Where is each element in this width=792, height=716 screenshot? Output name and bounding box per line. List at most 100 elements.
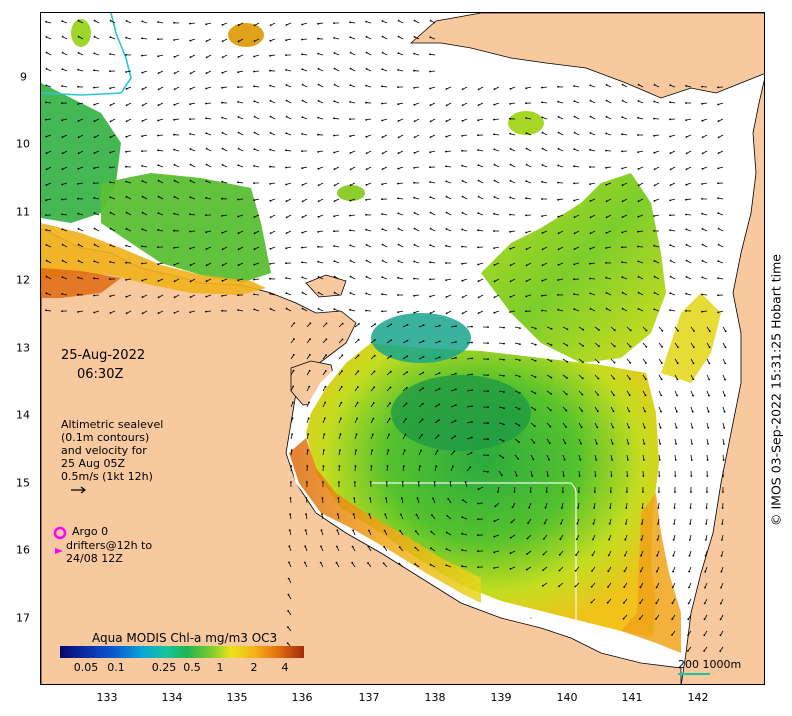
velocity-arrow-head bbox=[45, 36, 48, 38]
velocity-arrow-head bbox=[77, 311, 79, 313]
velocity-arrow-head bbox=[541, 131, 544, 134]
velocity-arrow-head bbox=[493, 103, 496, 106]
velocity-arrow-head bbox=[356, 417, 358, 420]
velocity-arrow-head bbox=[340, 385, 343, 388]
velocity-arrow-head bbox=[638, 618, 641, 620]
velocity-arrow-head bbox=[413, 69, 415, 72]
velocity-arrow-head bbox=[493, 196, 496, 198]
velocity-arrow-head bbox=[701, 85, 703, 88]
velocity-arrow-head bbox=[285, 216, 288, 219]
velocity-arrow-head bbox=[621, 150, 623, 153]
y-tick-label: 9 bbox=[20, 70, 27, 84]
velocity-arrow-head bbox=[413, 36, 416, 38]
velocity-arrow-head bbox=[720, 554, 723, 557]
velocity-arrow-head bbox=[189, 213, 191, 216]
velocity-arrow-head bbox=[509, 132, 512, 135]
velocity-arrow-head bbox=[613, 394, 615, 396]
velocity-arrow-head bbox=[109, 181, 111, 184]
velocity-arrow-head bbox=[438, 403, 441, 406]
velocity-arrow-head bbox=[629, 378, 631, 380]
colorbar-title: Aqua MODIS Chl-a mg/m3 OC3 bbox=[92, 631, 278, 645]
velocity-arrow-head bbox=[653, 134, 655, 137]
velocity-arrow-head bbox=[189, 72, 192, 75]
velocity-arrow-head bbox=[639, 586, 642, 589]
velocity-arrow-head bbox=[357, 338, 360, 341]
velocity-arrow-head bbox=[157, 55, 160, 58]
velocity-arrow-head bbox=[591, 570, 593, 572]
velocity-arrow-head bbox=[336, 529, 339, 532]
velocity-arrow-head bbox=[477, 195, 480, 198]
velocity-arrow-head bbox=[301, 200, 304, 203]
velocity-arrow-head bbox=[593, 491, 596, 493]
velocity-arrow-head bbox=[509, 280, 512, 283]
velocity-arrow-head bbox=[605, 247, 607, 249]
velocity-arrow-head bbox=[61, 243, 64, 246]
velocity-arrow-head bbox=[528, 506, 530, 509]
velocity-arrow-head bbox=[438, 387, 441, 390]
velocity-arrow-head bbox=[477, 534, 479, 537]
velocity-arrow-head bbox=[560, 507, 563, 509]
velocity-arrow-head bbox=[445, 165, 447, 168]
velocity-arrow-head bbox=[292, 353, 295, 356]
velocity-arrow-head bbox=[573, 100, 576, 102]
velocity-arrow-head bbox=[157, 280, 160, 282]
chl-west-orange bbox=[41, 268, 121, 298]
velocity-arrow-head bbox=[381, 198, 383, 201]
velocity-arrow-head bbox=[373, 386, 376, 389]
velocity-arrow-head bbox=[532, 458, 535, 461]
velocity-arrow-head bbox=[406, 371, 408, 373]
velocity-arrow-head bbox=[333, 83, 336, 86]
velocity-arrow-head bbox=[685, 84, 687, 87]
velocity-arrow-head bbox=[445, 180, 448, 183]
velocity-arrow-head bbox=[253, 232, 256, 235]
velocity-arrow-head bbox=[253, 24, 256, 27]
velocity-arrow-head bbox=[317, 52, 320, 55]
velocity-arrow-head bbox=[669, 118, 671, 121]
velocity-arrow-head bbox=[565, 409, 568, 412]
velocity-arrow-head bbox=[637, 215, 640, 218]
velocity-arrow-head bbox=[77, 260, 80, 262]
velocity-arrow-head bbox=[557, 198, 559, 201]
velocity-arrow-head bbox=[717, 212, 720, 215]
velocity-arrow-head bbox=[597, 361, 600, 364]
velocity-arrow-head bbox=[438, 324, 441, 327]
velocity-arrow-head bbox=[477, 502, 479, 505]
velocity-arrow-head bbox=[669, 135, 672, 138]
velocity-arrow-head bbox=[642, 475, 645, 477]
velocity-arrow-head bbox=[661, 362, 663, 364]
velocity-arrow-head bbox=[691, 410, 694, 413]
velocity-arrow-head bbox=[77, 19, 80, 22]
velocity-arrow-head bbox=[205, 40, 208, 42]
velocity-arrow-head bbox=[388, 417, 391, 420]
velocity-arrow-head bbox=[577, 507, 579, 509]
velocity-arrow-head bbox=[559, 538, 562, 541]
velocity-arrow-head bbox=[677, 346, 679, 348]
velocity-arrow-head bbox=[705, 507, 708, 509]
velocity-arrow-head bbox=[605, 99, 608, 102]
velocity-arrow-head bbox=[669, 84, 672, 87]
velocity-arrow-head bbox=[189, 118, 191, 120]
velocity-arrow-head bbox=[285, 39, 287, 42]
velocity-arrow-head bbox=[723, 427, 726, 429]
velocity-arrow-head bbox=[671, 618, 674, 620]
velocity-arrow-head bbox=[205, 248, 208, 250]
velocity-arrow-head bbox=[653, 308, 656, 311]
velocity-arrow-head bbox=[125, 135, 128, 138]
velocity-arrow-head bbox=[613, 345, 616, 348]
velocity-arrow-head bbox=[653, 230, 655, 232]
velocity-arrow-head bbox=[253, 70, 255, 73]
velocity-arrow-head bbox=[125, 180, 128, 183]
velocity-arrow-head bbox=[550, 360, 553, 363]
velocity-arrow-head bbox=[534, 343, 537, 346]
velocity-arrow-head bbox=[352, 513, 355, 516]
velocity-arrow-head bbox=[365, 135, 368, 138]
velocity-arrow-head bbox=[688, 539, 691, 541]
velocity-arrow-head bbox=[691, 426, 694, 429]
velocity-arrow-head bbox=[429, 70, 431, 73]
velocity-arrow-head bbox=[621, 116, 624, 119]
velocity-arrow-head bbox=[141, 54, 143, 57]
velocity-arrow-head bbox=[173, 296, 176, 299]
velocity-arrow-head bbox=[628, 426, 630, 429]
velocity-arrow-head bbox=[429, 181, 431, 183]
velocity-arrow-head bbox=[372, 417, 375, 420]
